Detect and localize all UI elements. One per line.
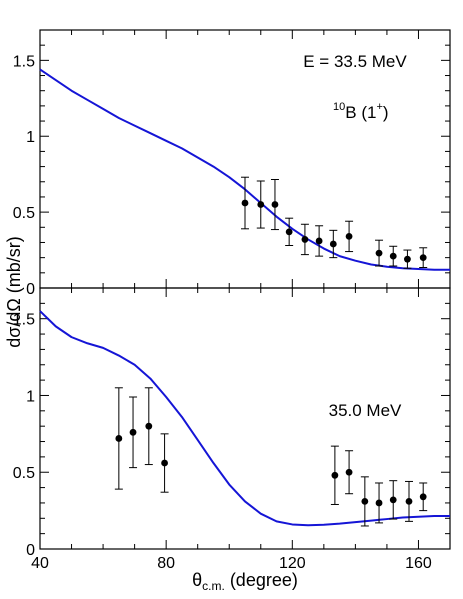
x-tick-label: 40 (31, 555, 49, 572)
y-axis-title: dσ/dΩ (mb/sr) (4, 236, 24, 348)
bottom-data-point (389, 480, 398, 520)
bottom-data-point (345, 450, 354, 495)
bottom-y-tick-label: 0 (26, 542, 35, 559)
top-data-point (315, 225, 324, 257)
bottom-data-point (129, 396, 138, 469)
bottom-data-point (160, 433, 169, 493)
top-y-tick-label: 1 (26, 129, 35, 146)
bottom-frame (39, 287, 451, 550)
bottom-panel: 0 0.5 1 1.5 35.0 MeV (13, 287, 451, 559)
bottom-data-point (114, 387, 123, 490)
data-marker (241, 199, 249, 207)
bottom-data-point (360, 476, 369, 527)
top-data-point (389, 245, 398, 267)
top-data-point (329, 229, 338, 259)
top-data-point (300, 223, 309, 256)
energy-label: 35.0 MeV (329, 401, 402, 420)
top-panel: 0 0.5 1 1.5 E = 33.5 MeV 10B (1+) (13, 29, 451, 298)
data-marker (405, 498, 413, 505)
data-marker (271, 201, 279, 208)
bottom-data-point (375, 482, 384, 524)
top-data-point (270, 178, 279, 231)
data-marker (419, 254, 427, 262)
data-marker (285, 228, 293, 236)
x-tick-label: 120 (279, 555, 306, 572)
bottom-data-point (144, 387, 153, 466)
top-data-point (256, 180, 265, 229)
top-data-point (419, 247, 428, 269)
top-y-tick-label: 0.5 (13, 205, 35, 222)
data-marker (375, 249, 383, 257)
state-parity: + (376, 101, 382, 113)
bottom-data-point (405, 480, 413, 522)
data-marker (419, 493, 427, 501)
x-axis-title: θc.m. (degree) (192, 570, 298, 593)
data-marker (301, 236, 309, 243)
data-marker (115, 435, 123, 442)
top-data-point (345, 220, 354, 253)
x-axis-title-theta: θ (192, 570, 202, 590)
bottom-y-tick-label: 1 (26, 388, 35, 405)
data-marker (389, 496, 397, 504)
data-marker (361, 498, 369, 505)
data-marker (404, 255, 411, 263)
mass-number: 10 (333, 101, 345, 113)
data-marker (331, 471, 339, 479)
x-axis-title-subscript: c.m. (202, 579, 225, 593)
data-marker (345, 233, 353, 240)
top-data-point (375, 239, 384, 267)
data-marker (161, 459, 168, 467)
top-data-point (241, 176, 249, 230)
x-axis-title-rest: (degree) (225, 570, 298, 590)
bottom-data-point (419, 482, 428, 512)
top-y-tick-label: 0 (26, 281, 35, 298)
top-y-tick-label: 1.5 (13, 53, 35, 70)
data-marker (345, 468, 353, 476)
bottom-theory-curve (39, 310, 450, 527)
data-marker (315, 237, 323, 245)
data-marker (375, 499, 383, 507)
data-marker (257, 201, 265, 208)
panels: 0 0.5 1 1.5 E = 33.5 MeV 10B (1+) 0 0.5 1 1.5 35.0… (13, 29, 451, 572)
bottom-y-tick-label: 1.5 (13, 312, 35, 329)
data-marker (329, 240, 337, 248)
top-data-point (403, 249, 412, 269)
data-marker (145, 422, 153, 430)
x-tick-label: 80 (157, 555, 175, 572)
bottom-data-point (330, 445, 339, 505)
state-close: ) (383, 103, 389, 122)
data-marker (389, 252, 397, 260)
energy-label: E = 33.5 MeV (303, 52, 407, 71)
bottom-y-tick-label: 0.5 (13, 465, 35, 482)
top-theory-curve (39, 68, 450, 271)
top-data-point (285, 217, 294, 247)
data-marker (129, 428, 137, 436)
state-open: (1 (357, 103, 377, 122)
element-symbol: B (345, 103, 356, 122)
nucleus-state-label: 10B (1+) (333, 101, 389, 122)
x-tick-label: 160 (405, 555, 432, 572)
